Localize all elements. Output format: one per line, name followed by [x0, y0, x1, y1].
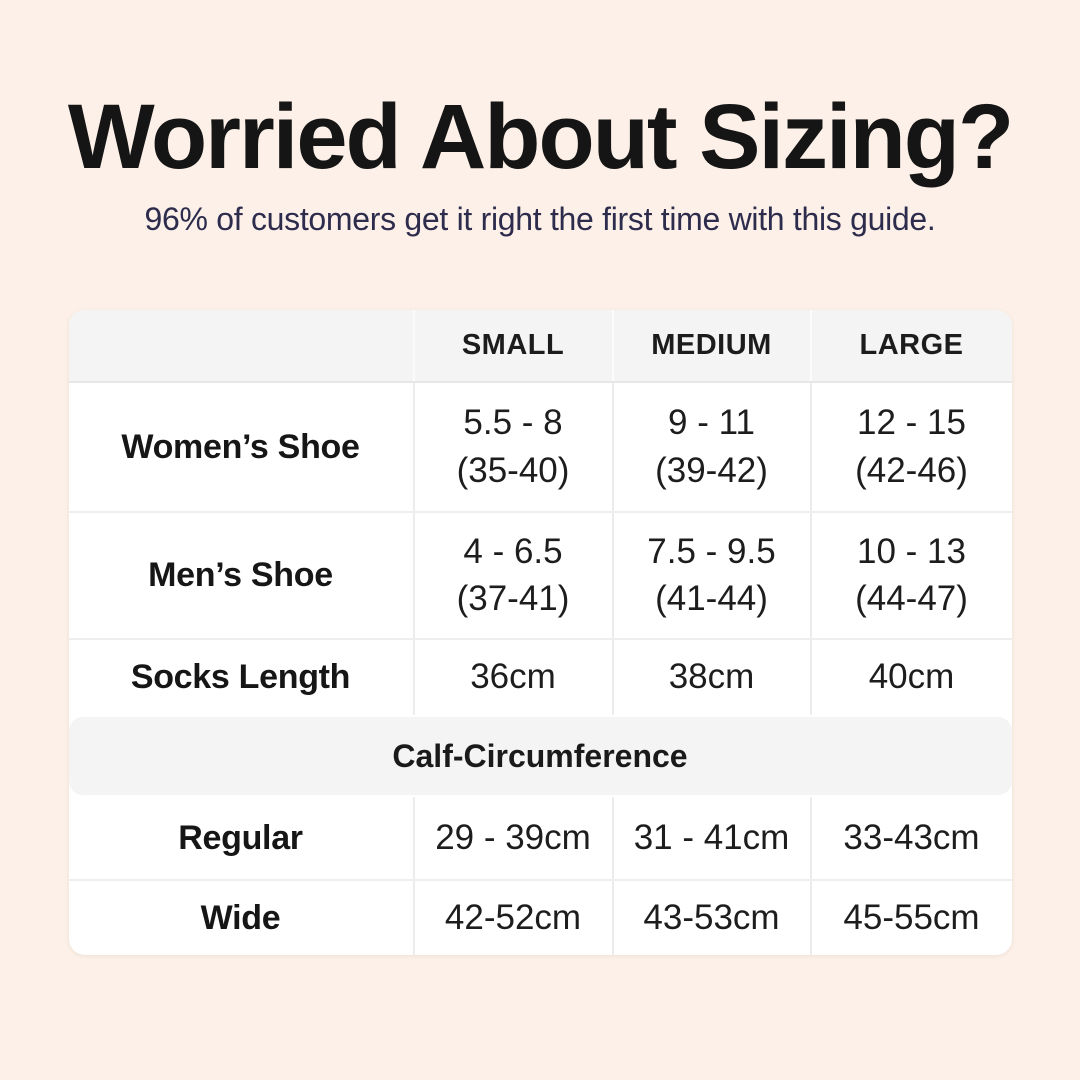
- cell-value-line1: 38cm: [668, 657, 755, 697]
- table-cell-womens-large: 12 - 15 (42-46): [809, 383, 1012, 512]
- table-cell-regular-large: 33-43cm: [809, 797, 1012, 880]
- table-header-row: SMALL MEDIUM LARGE: [68, 310, 1012, 384]
- cell-value-line2: (44-47): [855, 579, 968, 619]
- cell-value-line2: (41-44): [655, 579, 768, 619]
- table-cell-womens-small: 5.5 - 8 (35-40): [412, 383, 612, 512]
- section-header-calf-circumference: Calf-Circumference: [68, 717, 1012, 796]
- table-row-socks-length: Socks Length 36cm 38cm 40cm: [68, 638, 1012, 716]
- table-cell-mens-small: 4 - 6.5 (37-41): [412, 513, 612, 639]
- cell-value-line1: 31 - 41cm: [633, 817, 790, 857]
- column-header-large: LARGE: [809, 310, 1012, 382]
- size-table: SMALL MEDIUM LARGE Women’s Shoe 5.5 - 8 …: [68, 310, 1012, 956]
- column-header-small: SMALL: [412, 310, 612, 382]
- table-cell-regular-small: 29 - 39cm: [412, 797, 612, 880]
- cell-value-line2: (35-40): [456, 450, 570, 490]
- empty-corner-cell: [69, 310, 413, 381]
- cell-value-line1: 5.5 - 8: [463, 403, 563, 443]
- cell-value-line1: 12 - 15: [857, 403, 966, 443]
- table-cell-wide-medium: 43-53cm: [611, 881, 810, 956]
- column-header-medium: MEDIUM: [611, 310, 810, 382]
- table-cell-socks-medium: 38cm: [611, 640, 810, 716]
- table-cell-wide-small: 42-52cm: [412, 881, 612, 956]
- table-row-wide: Wide 42-52cm 43-53cm 45-55cm: [68, 879, 1012, 956]
- cell-value-line1: 33-43cm: [843, 817, 980, 857]
- section-header-label: Calf-Circumference: [392, 737, 688, 774]
- table-cell-womens-medium: 9 - 11 (39-42): [611, 383, 810, 512]
- cell-value-line1: 29 - 39cm: [435, 817, 591, 857]
- table-cell-mens-medium: 7.5 - 9.5 (41-44): [611, 513, 810, 639]
- page-subtitle: 96% of customers get it right the first …: [144, 201, 936, 238]
- page-title: Worried About Sizing?: [67, 86, 1014, 188]
- row-label-regular: Regular: [178, 818, 303, 857]
- table-cell-regular-medium: 31 - 41cm: [611, 797, 810, 880]
- cell-value-line1: 10 - 13: [857, 531, 966, 571]
- cell-value-line1: 42-52cm: [444, 897, 582, 937]
- table-cell-wide-large: 45-55cm: [809, 881, 1012, 956]
- cell-value-line1: 4 - 6.5: [463, 531, 563, 571]
- row-label-socks-length: Socks Length: [130, 658, 351, 697]
- cell-value-line2: (42-46): [855, 450, 968, 490]
- cell-value-line1: 36cm: [470, 657, 556, 697]
- row-label-wide: Wide: [200, 898, 281, 937]
- table-row-mens-shoe: Men’s Shoe 4 - 6.5 (37-41) 7.5 - 9.5 (41…: [68, 511, 1012, 639]
- row-label-womens-shoe: Women’s Shoe: [121, 427, 360, 466]
- cell-value-line2: (39-42): [655, 450, 768, 490]
- cell-value-line1: 7.5 - 9.5: [647, 531, 776, 571]
- cell-value-line1: 45-55cm: [843, 897, 980, 937]
- table-cell-socks-large: 40cm: [809, 640, 1012, 716]
- table-cell-mens-large: 10 - 13 (44-47): [809, 513, 1012, 639]
- row-label-mens-shoe: Men’s Shoe: [148, 556, 333, 595]
- cell-value-line1: 9 - 11: [668, 403, 755, 443]
- cell-value-line1: 40cm: [868, 657, 955, 697]
- table-row-regular: Regular 29 - 39cm 31 - 41cm 33-43cm: [69, 797, 1012, 880]
- table-cell-socks-small: 36cm: [412, 640, 612, 716]
- cell-value-line1: 43-53cm: [643, 897, 780, 937]
- table-row-womens-shoe: Women’s Shoe 5.5 - 8 (35-40) 9 - 11 (39-…: [69, 383, 1012, 512]
- cell-value-line2: (37-41): [456, 579, 570, 619]
